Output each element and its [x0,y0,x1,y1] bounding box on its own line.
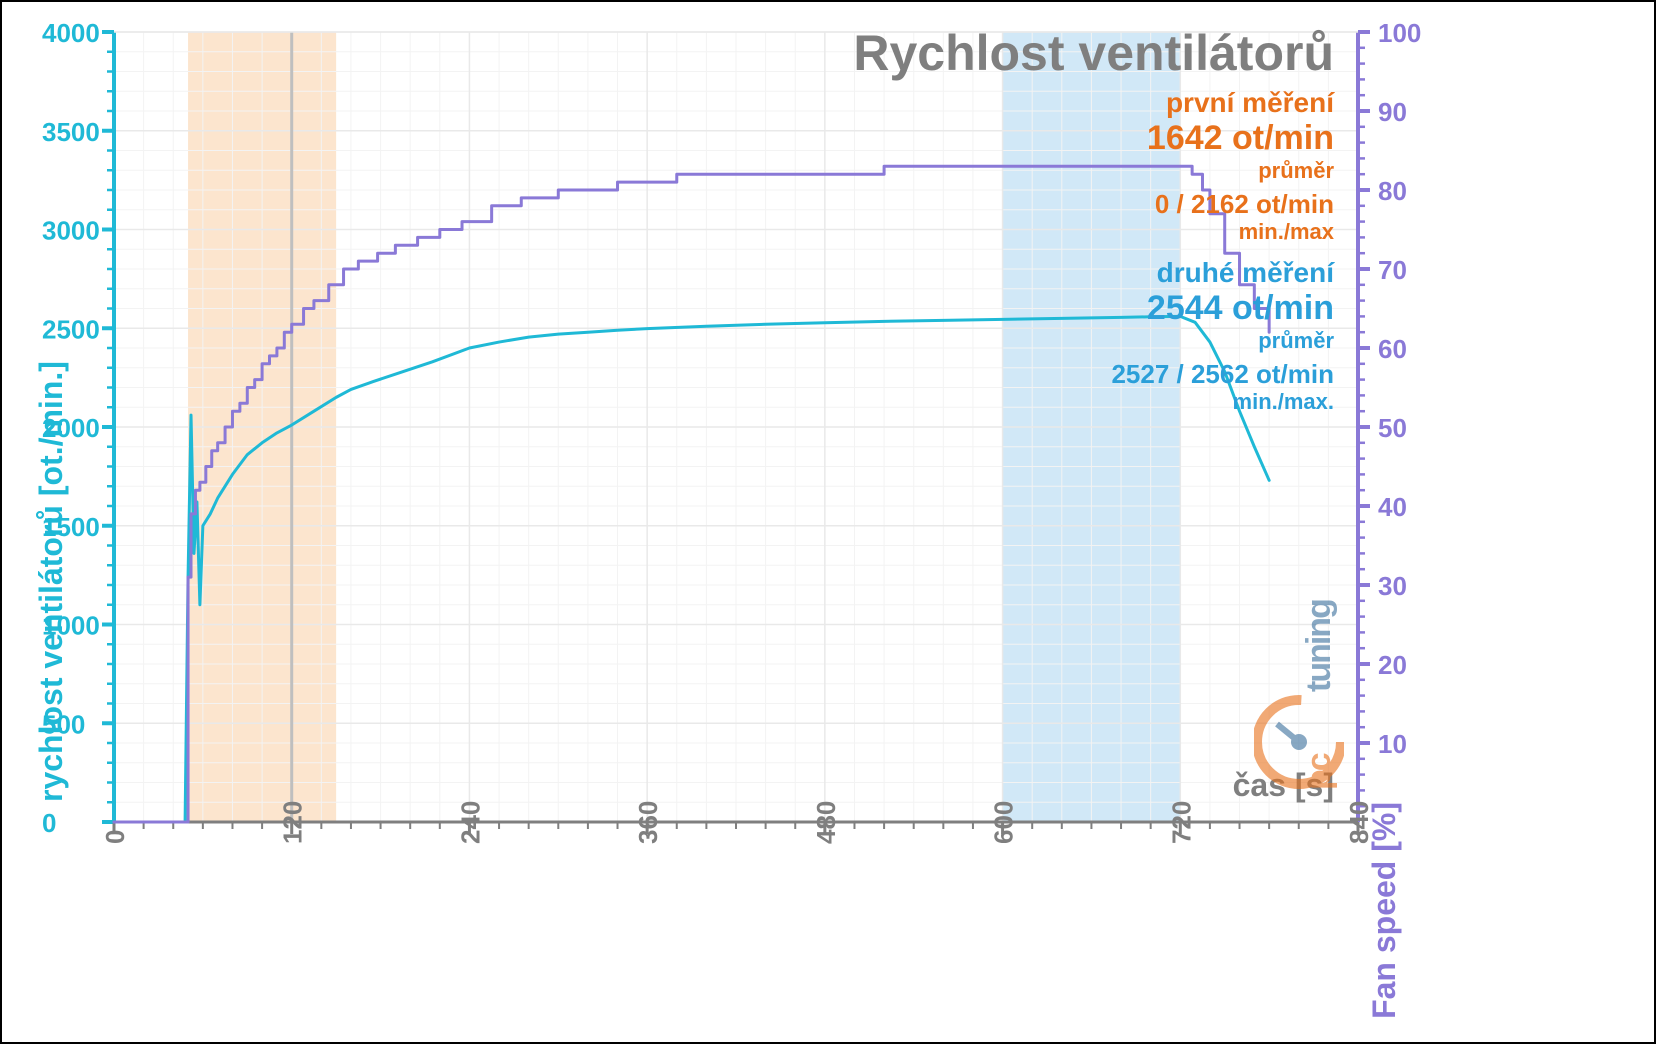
chart-container: 0500100015002000250030003500400010203040… [0,0,1656,1044]
svg-text:tuning: tuning [1300,600,1338,692]
legend-first-title: první měření [1147,87,1334,119]
svg-text:100: 100 [1378,18,1421,48]
legend-first-avg: 1642 ot/min [1147,119,1334,158]
legend-second: druhé měření 2544 ot/min průměr 2527 / 2… [1111,257,1334,415]
legend-second-avg: 2544 ot/min [1111,289,1334,328]
y-axis-right-title: Fan speed [%] [1366,802,1403,1019]
y-axis-left-title: rychlost ventilátorů [ot./min.] [33,361,70,802]
legend-second-avg-label: průměr [1111,328,1334,353]
svg-text:10: 10 [1378,729,1407,759]
legend-first-minmax: 0 / 2162 ot/min [1147,190,1334,220]
legend-first: první měření 1642 ot/min průměr 0 / 2162… [1147,87,1334,245]
svg-text:50: 50 [1378,413,1407,443]
legend-second-minmax: 2527 / 2562 ot/min [1111,360,1334,390]
svg-text:240: 240 [455,801,485,844]
chart-svg: 0500100015002000250030003500400010203040… [2,2,1656,1046]
svg-text:pc: pc [1300,753,1338,790]
svg-text:60: 60 [1378,334,1407,364]
svg-text:80: 80 [1378,176,1407,206]
svg-text:70: 70 [1378,255,1407,285]
svg-text:600: 600 [989,801,1019,844]
svg-text:40: 40 [1378,492,1407,522]
svg-text:0: 0 [100,830,130,844]
svg-text:360: 360 [633,801,663,844]
svg-text:2500: 2500 [42,314,100,344]
svg-text:3000: 3000 [42,216,100,246]
svg-text:120: 120 [278,801,308,844]
legend-first-avg-label: průměr [1147,158,1334,183]
svg-text:20: 20 [1378,650,1407,680]
svg-text:0: 0 [42,808,56,838]
svg-text:3500: 3500 [42,117,100,147]
watermark-logo: tuning pc [1254,542,1344,802]
svg-text:90: 90 [1378,97,1407,127]
svg-text:480: 480 [811,801,841,844]
chart-title: Rychlost ventilátorů [853,24,1334,82]
svg-text:720: 720 [1166,801,1196,844]
legend-second-minmax-label: min./max. [1111,389,1334,414]
svg-text:4000: 4000 [42,18,100,48]
svg-text:30: 30 [1378,571,1407,601]
legend-first-minmax-label: min./max [1147,219,1334,244]
legend-second-title: druhé měření [1111,257,1334,289]
